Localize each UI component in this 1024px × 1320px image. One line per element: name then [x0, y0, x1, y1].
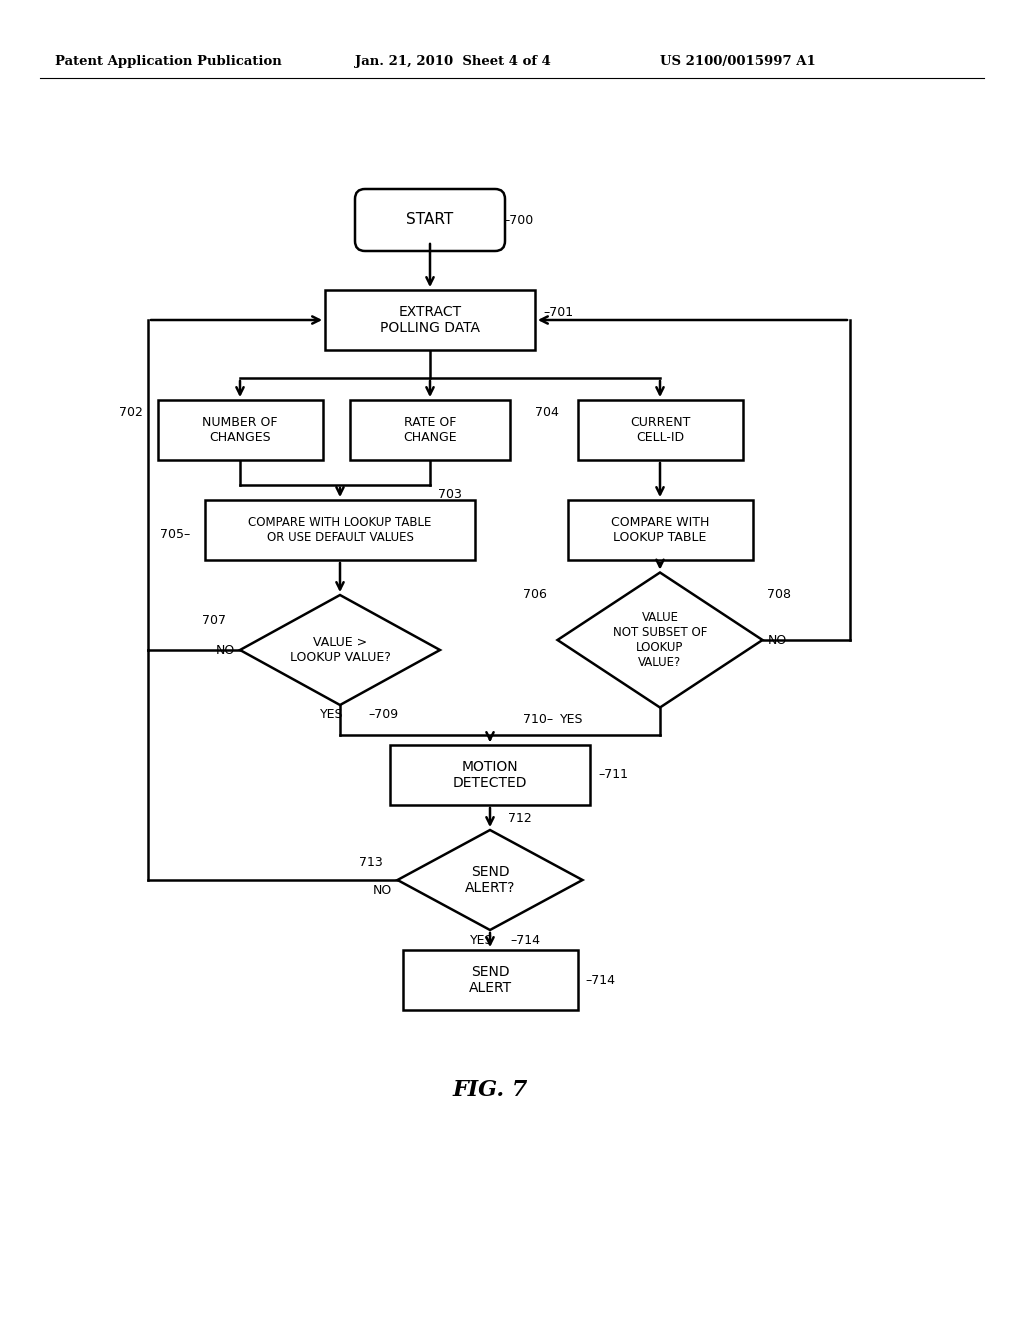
Text: –701: –701 — [543, 305, 573, 318]
Text: –709: –709 — [368, 709, 398, 722]
Text: YES: YES — [321, 709, 344, 722]
Text: RATE OF
CHANGE: RATE OF CHANGE — [403, 416, 457, 444]
Text: VALUE >
LOOKUP VALUE?: VALUE > LOOKUP VALUE? — [290, 636, 390, 664]
Text: –700: –700 — [503, 214, 534, 227]
Text: 704: 704 — [536, 405, 559, 418]
Text: CURRENT
CELL-ID: CURRENT CELL-ID — [630, 416, 690, 444]
Polygon shape — [557, 573, 763, 708]
Bar — [325, 290, 535, 350]
Bar — [390, 744, 590, 805]
Text: START: START — [407, 213, 454, 227]
Polygon shape — [397, 830, 583, 931]
Text: –714: –714 — [586, 974, 615, 986]
Bar — [158, 400, 323, 459]
Text: 707: 707 — [202, 614, 226, 627]
Text: NUMBER OF
CHANGES: NUMBER OF CHANGES — [203, 416, 278, 444]
Text: Jan. 21, 2010  Sheet 4 of 4: Jan. 21, 2010 Sheet 4 of 4 — [355, 55, 551, 69]
Text: SEND
ALERT?: SEND ALERT? — [465, 865, 515, 895]
Text: 705–: 705– — [160, 528, 190, 541]
Bar — [567, 500, 753, 560]
Text: COMPARE WITH
LOOKUP TABLE: COMPARE WITH LOOKUP TABLE — [610, 516, 710, 544]
Text: NO: NO — [768, 634, 786, 647]
Text: 703: 703 — [438, 488, 462, 502]
Bar — [402, 950, 578, 1010]
Bar — [578, 400, 742, 459]
Text: EXTRACT
POLLING DATA: EXTRACT POLLING DATA — [380, 305, 480, 335]
Bar — [205, 500, 475, 560]
Text: –711: –711 — [598, 768, 628, 781]
Text: NO: NO — [374, 883, 392, 896]
Text: YES: YES — [559, 713, 583, 726]
Text: 713: 713 — [359, 855, 383, 869]
Polygon shape — [240, 595, 440, 705]
Text: US 2100/0015997 A1: US 2100/0015997 A1 — [660, 55, 816, 69]
FancyBboxPatch shape — [355, 189, 505, 251]
Text: Patent Application Publication: Patent Application Publication — [55, 55, 282, 69]
Text: NO: NO — [216, 644, 234, 656]
Text: 706: 706 — [522, 589, 547, 602]
Text: SEND
ALERT: SEND ALERT — [468, 965, 512, 995]
Text: VALUE
NOT SUBSET OF
LOOKUP
VALUE?: VALUE NOT SUBSET OF LOOKUP VALUE? — [612, 611, 708, 669]
Text: FIG. 7: FIG. 7 — [453, 1078, 527, 1101]
Text: 712: 712 — [508, 812, 531, 825]
Text: –714: –714 — [510, 933, 540, 946]
Text: 708: 708 — [768, 589, 792, 602]
Text: MOTION
DETECTED: MOTION DETECTED — [453, 760, 527, 791]
Text: YES: YES — [470, 933, 494, 946]
Text: 702: 702 — [120, 405, 143, 418]
Text: COMPARE WITH LOOKUP TABLE
OR USE DEFAULT VALUES: COMPARE WITH LOOKUP TABLE OR USE DEFAULT… — [248, 516, 432, 544]
Text: 710–: 710– — [522, 713, 553, 726]
Bar — [350, 400, 510, 459]
